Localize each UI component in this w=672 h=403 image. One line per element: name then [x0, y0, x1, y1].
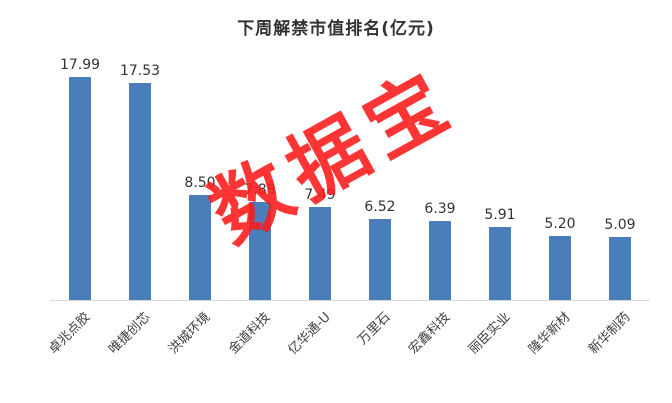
bar-value-label: 6.52	[364, 199, 396, 215]
x-axis-cell: 洪城环境	[166, 301, 230, 401]
bar	[549, 236, 571, 300]
x-axis-label: 隆华新材	[526, 309, 574, 358]
bar-value-label: 6.39	[424, 201, 456, 217]
bar-value-label: 5.09	[604, 217, 636, 233]
x-axis-cell: 隆华新材	[526, 301, 590, 401]
x-axis-label: 唯捷创芯	[106, 309, 154, 358]
bar-value-label: 5.20	[544, 216, 576, 232]
x-axis-label: 卓兆点胶	[46, 309, 94, 358]
x-axis-labels: 卓兆点胶 唯捷创芯 洪城环境 金道科技 亿华通-U 万里石 宏鑫科技 丽臣实业 隆华新材 新华制药	[46, 301, 650, 401]
bars: 17.99 17.53 8.50 7.88 7.49 6.52 6.39 5.91 5.20 5.…	[50, 52, 650, 300]
bar-group: 5.09	[590, 217, 650, 300]
bar-value-label: 17.99	[59, 57, 101, 73]
x-axis-label: 金道科技	[226, 309, 274, 358]
chart-title: 下周解禁市值排名(亿元)	[237, 19, 435, 39]
x-axis-cell: 唯捷创芯	[106, 301, 170, 401]
bar-group: 5.91	[470, 207, 530, 300]
x-axis-cell: 金道科技	[226, 301, 290, 401]
bar	[609, 237, 631, 300]
x-axis-cell: 万里石	[350, 301, 410, 401]
bar-value-label: 7.49	[304, 187, 336, 203]
bar	[189, 195, 211, 300]
bar-group: 8.50	[170, 175, 230, 300]
bar-group: 6.39	[410, 201, 470, 300]
x-axis-cell: 宏鑫科技	[406, 301, 470, 401]
x-axis-label: 新华制药	[586, 309, 634, 358]
bar-group: 7.88	[230, 182, 290, 300]
x-axis-cell: 卓兆点胶	[46, 301, 110, 401]
bar	[369, 219, 391, 300]
x-axis-cell: 亿华通-U	[285, 301, 350, 401]
bar	[249, 202, 271, 300]
x-axis-label: 丽臣实业	[466, 309, 514, 358]
x-axis-cell: 新华制药	[586, 301, 650, 401]
x-axis-cell: 丽臣实业	[466, 301, 530, 401]
bar	[309, 207, 331, 300]
plot-area: 17.99 17.53 8.50 7.88 7.49 6.52 6.39 5.91 5.20 5.…	[50, 52, 650, 301]
x-axis-label: 洪城环境	[166, 309, 214, 358]
bar-value-label: 5.91	[484, 207, 516, 223]
bar	[129, 83, 151, 300]
bar-group: 7.49	[290, 187, 350, 300]
bar-group: 17.53	[110, 63, 170, 300]
bar	[69, 77, 91, 300]
bar	[429, 221, 451, 300]
bar-group: 17.99	[50, 57, 110, 300]
bar-value-label: 8.50	[184, 175, 216, 191]
x-axis-label: 万里石	[355, 309, 394, 349]
bar-value-label: 17.53	[119, 63, 161, 79]
bar	[489, 227, 511, 300]
x-axis-label: 亿华通-U	[285, 309, 334, 359]
bar-group: 5.20	[530, 216, 590, 300]
bar-value-label: 7.88	[244, 182, 276, 198]
x-axis-label: 宏鑫科技	[406, 309, 454, 358]
bar-group: 6.52	[350, 199, 410, 300]
